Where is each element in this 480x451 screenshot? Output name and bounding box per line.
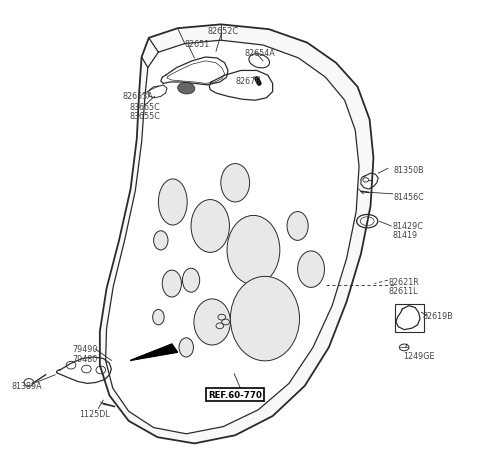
Ellipse shape <box>194 299 230 345</box>
Polygon shape <box>106 41 359 434</box>
Ellipse shape <box>227 216 280 285</box>
Text: 83665C: 83665C <box>130 103 160 112</box>
Text: 1249GE: 1249GE <box>403 351 435 360</box>
Ellipse shape <box>154 231 168 250</box>
Text: 81419: 81419 <box>393 230 418 239</box>
Text: 82621R: 82621R <box>389 277 420 286</box>
Text: 82619B: 82619B <box>422 311 453 320</box>
Ellipse shape <box>179 338 193 357</box>
Ellipse shape <box>178 83 195 95</box>
Text: 81429C: 81429C <box>393 222 423 231</box>
Text: 81456C: 81456C <box>394 192 424 201</box>
Bar <box>395 304 424 332</box>
Ellipse shape <box>191 200 229 253</box>
Text: 82653A: 82653A <box>122 92 153 101</box>
Ellipse shape <box>153 310 164 325</box>
Polygon shape <box>131 344 178 360</box>
Text: 82611L: 82611L <box>389 287 418 295</box>
Text: 81350B: 81350B <box>394 166 424 175</box>
Ellipse shape <box>298 251 324 288</box>
Text: 83655C: 83655C <box>130 112 160 121</box>
Text: 82654A: 82654A <box>245 49 276 58</box>
Text: 82652C: 82652C <box>208 27 239 36</box>
Polygon shape <box>100 25 373 443</box>
Ellipse shape <box>158 179 187 226</box>
Text: 1125DL: 1125DL <box>79 409 110 418</box>
Ellipse shape <box>287 212 308 241</box>
Ellipse shape <box>162 271 181 297</box>
Ellipse shape <box>221 164 250 202</box>
Ellipse shape <box>182 269 200 293</box>
Text: 79480: 79480 <box>72 354 97 363</box>
Text: REF.60-770: REF.60-770 <box>208 390 262 399</box>
Ellipse shape <box>230 277 300 361</box>
Text: 82651: 82651 <box>185 40 210 49</box>
Text: 79490: 79490 <box>72 345 97 354</box>
Text: 81389A: 81389A <box>12 382 43 391</box>
Text: 82678: 82678 <box>235 76 261 85</box>
